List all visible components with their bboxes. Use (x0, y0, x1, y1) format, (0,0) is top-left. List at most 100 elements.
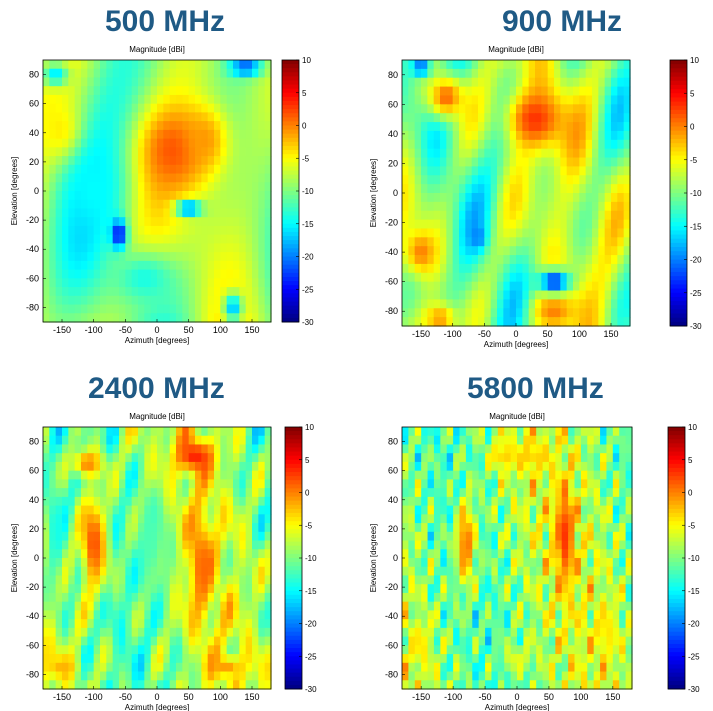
heatmap-cell (157, 112, 164, 122)
heatmap-cell (157, 575, 164, 585)
heatmap-cell (157, 470, 164, 480)
heatmap-cell (188, 252, 196, 262)
heatmap-cell (188, 636, 196, 646)
heatmap-cell (604, 290, 612, 300)
heatmap-cell (484, 86, 492, 97)
colorbar-step (282, 92, 299, 98)
heatmap-cell (207, 680, 215, 690)
heatmap-cell (169, 453, 177, 463)
heatmap-cell (131, 86, 139, 96)
y-tick-label: 20 (388, 158, 398, 168)
heatmap-cell (245, 199, 253, 210)
heatmap-cell (150, 191, 158, 201)
heatmap-cell (433, 237, 441, 247)
heatmap-cell (119, 191, 126, 201)
heatmap-cell (106, 60, 114, 70)
colorbar-step (670, 138, 687, 144)
heatmap-cell (176, 191, 183, 201)
colorbar-step (670, 64, 687, 69)
heatmap-cell (465, 549, 473, 559)
colorbar-step (668, 439, 685, 444)
heatmap-cell (598, 184, 606, 194)
heatmap-cell (421, 592, 429, 603)
heatmap-cell (446, 184, 454, 194)
heatmap-cell (233, 182, 240, 192)
heatmap-cell (491, 549, 499, 559)
heatmap-cell (233, 304, 240, 314)
heatmap-cell (81, 566, 88, 577)
heatmap-cell (617, 193, 625, 203)
heatmap-cell (74, 304, 82, 314)
heatmap-cell (414, 505, 422, 515)
heatmap-cell (517, 435, 524, 446)
colorbar-step (668, 508, 685, 514)
heatmap-cell (606, 584, 614, 594)
heatmap-cell (43, 129, 50, 140)
heatmap-cell (125, 243, 133, 253)
heatmap-cell (93, 584, 101, 594)
heatmap-cell (427, 246, 435, 256)
heatmap-cell (245, 575, 253, 585)
heatmap-cell (220, 531, 228, 542)
heatmap-cell (55, 68, 63, 79)
heatmap-cell (144, 435, 152, 446)
heatmap-cell (81, 496, 88, 507)
heatmap-cell (55, 295, 63, 306)
heatmap-cell (81, 77, 88, 87)
heatmap-cell (528, 68, 536, 79)
heatmap-cell (49, 435, 57, 446)
heatmap-cell (568, 479, 576, 489)
heatmap-cell (49, 182, 57, 192)
heatmap-cell (402, 175, 409, 185)
heatmap-cell (93, 488, 101, 498)
heatmap-cell (144, 86, 152, 96)
heatmap-cell (560, 77, 568, 88)
heatmap-cell (440, 470, 448, 480)
heatmap-cell (169, 287, 177, 297)
heatmap-cell (195, 304, 202, 314)
heatmap-cell (264, 269, 272, 279)
heatmap-cell (548, 549, 556, 559)
heatmap-cell (536, 435, 544, 446)
y-tick-label: 20 (388, 524, 398, 534)
heatmap-cell (62, 496, 69, 507)
heatmap-cell (573, 113, 580, 123)
heatmap-cell (536, 619, 544, 629)
heatmap-cell (561, 592, 569, 603)
heatmap-cell (226, 199, 234, 210)
colorbar-step (285, 451, 302, 457)
heatmap-cell (182, 94, 190, 105)
heatmap-cell (587, 671, 595, 681)
heatmap-cell (408, 130, 416, 141)
heatmap-cell (93, 94, 101, 105)
heatmap-cell (529, 427, 537, 437)
x-tick-label: -50 (119, 325, 132, 335)
heatmap-cell (207, 243, 215, 253)
heatmap-cell (163, 68, 171, 79)
heatmap-cell (201, 453, 209, 463)
heatmap-cell (427, 139, 435, 150)
heatmap-cell (62, 453, 69, 463)
heatmap-cell (566, 317, 574, 327)
heatmap-cell (125, 531, 133, 542)
heatmap-cell (245, 173, 253, 183)
heatmap-cell (592, 317, 599, 327)
y-tick-label: -40 (26, 611, 39, 621)
heatmap-cell (119, 225, 126, 236)
heatmap-cell (182, 260, 190, 271)
heatmap-cell (68, 662, 76, 673)
heatmap-cell (606, 470, 614, 480)
heatmap-cell (182, 461, 190, 472)
heatmap-cell (112, 260, 120, 271)
heatmap-cell (485, 496, 493, 507)
heatmap-cell (49, 427, 57, 437)
heatmap-cell (612, 671, 620, 681)
heatmap-cell (81, 287, 88, 297)
heatmap-cell (504, 662, 512, 673)
heatmap-cell (561, 427, 569, 437)
heatmap-cell (81, 470, 88, 480)
heatmap-cell (81, 182, 88, 192)
heatmap-cell (523, 461, 531, 472)
heatmap-cell (176, 86, 183, 96)
colorbar-step (282, 317, 299, 323)
